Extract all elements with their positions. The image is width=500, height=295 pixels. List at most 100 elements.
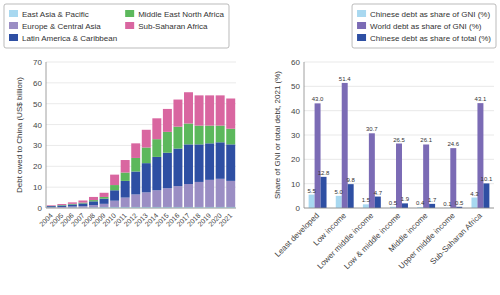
bar	[471, 198, 477, 208]
data-label: 4.7	[374, 190, 383, 196]
bar-segment	[205, 126, 214, 144]
bar-segment	[152, 139, 161, 157]
legend-label: Sub-Saharan Africa	[138, 22, 208, 31]
legend-label: East Asia & Pacific	[22, 10, 89, 19]
y-axis-label: Share of GNI or total debt, 2021 (%)	[273, 71, 282, 199]
data-label: 1.9	[401, 196, 410, 202]
bar-segment	[89, 205, 98, 207]
bar-segment	[110, 201, 119, 207]
legend-swatch	[9, 22, 18, 29]
y-tick-label: 60	[291, 58, 300, 67]
grid-line	[46, 208, 236, 209]
bar-segment	[121, 160, 130, 173]
bar-segment	[152, 157, 161, 190]
bar-segment	[110, 175, 119, 185]
legend-label: Europe & Central Asia	[22, 22, 101, 31]
bar	[375, 197, 381, 208]
y-tick-label: 40	[291, 107, 300, 116]
y-tick-label: 30	[291, 131, 300, 140]
data-label: 12.8	[318, 170, 330, 176]
y-tick-label: 70	[33, 58, 42, 67]
y-tick-label: 20	[33, 162, 42, 171]
bar-segment	[57, 205, 66, 206]
bar	[363, 204, 369, 208]
bar-segment	[226, 144, 235, 181]
data-labels: 5.543.012.85.051.49.81.530.74.70.526.51.…	[307, 76, 492, 207]
bar-segment	[57, 205, 66, 206]
bar	[402, 203, 408, 208]
bar-segment	[78, 200, 87, 202]
data-label: 26.5	[393, 137, 405, 143]
bar-segment	[68, 203, 77, 205]
grid-line	[46, 62, 236, 63]
bars	[309, 83, 490, 208]
bar-segment	[184, 144, 193, 184]
bar-segment	[173, 127, 182, 149]
bar-segment	[47, 206, 56, 207]
grid-line	[304, 86, 494, 87]
bar	[348, 184, 354, 208]
bar-segment	[184, 124, 193, 145]
bar-segment	[152, 190, 161, 207]
y-tick-label: 10	[291, 180, 300, 189]
y-tick-label: 60	[33, 79, 42, 88]
y-tick-label: 40	[33, 121, 42, 130]
bar-segment	[205, 143, 214, 180]
y-tick-label: 50	[291, 82, 300, 91]
bar-segment	[121, 173, 130, 181]
bars	[47, 92, 235, 208]
data-label: 0.1	[443, 201, 452, 207]
bar-segment	[110, 185, 119, 190]
y-axis-line	[46, 62, 47, 208]
bar-segment	[131, 172, 140, 195]
bar	[429, 204, 435, 208]
bar	[309, 195, 315, 208]
legend-swatch	[357, 22, 366, 29]
bar-segment	[173, 149, 182, 187]
bar-segment	[184, 184, 193, 207]
data-label: 26.1	[420, 137, 432, 143]
y-tick-label: 30	[33, 141, 42, 150]
bar-segment	[195, 182, 204, 207]
bar-segment	[78, 203, 87, 206]
grid-line	[46, 82, 236, 83]
figure: 010203040506070Debt owed to China (US$ b…	[0, 0, 500, 295]
x-axis-line	[46, 208, 236, 209]
bar-segment	[163, 153, 172, 188]
data-label: 0.5	[389, 200, 398, 206]
y-axis-label: Debt owed to China (US$ billion)	[15, 77, 24, 193]
legend-swatch	[9, 34, 18, 41]
x-axis: Least developedLow incomeLower middle in…	[273, 208, 494, 271]
bar-segment	[226, 129, 235, 145]
x-tick-label: Least developed	[273, 211, 321, 259]
bar-segment	[163, 188, 172, 207]
bar-segment	[121, 181, 130, 198]
data-label: 9.8	[347, 177, 356, 183]
bar-segment	[163, 109, 172, 132]
bar-segment	[89, 200, 98, 201]
data-label: 43.1	[475, 96, 487, 102]
y-axis-line	[304, 62, 305, 208]
legend-swatch	[357, 34, 366, 41]
bar-segment	[110, 190, 119, 200]
bar-segment	[131, 158, 140, 172]
bar-segment	[47, 205, 56, 206]
bar-segment	[216, 126, 225, 143]
bar-segment	[195, 144, 204, 182]
bar-segment	[47, 205, 56, 207]
bar-segment	[121, 198, 130, 207]
bar-segment	[195, 126, 204, 145]
bar-segment	[57, 204, 66, 205]
bar-segment	[100, 197, 109, 199]
bar-segment	[142, 130, 151, 148]
data-label: 30.7	[366, 126, 378, 132]
legend-label: Chinese debt as share of total (%)	[370, 34, 491, 43]
bar-segment	[68, 202, 77, 203]
y-tick-label: 20	[291, 155, 300, 164]
data-label: 5.0	[335, 189, 344, 195]
bar-segment	[142, 192, 151, 207]
grid-line	[304, 208, 494, 209]
y-tick-label: 10	[33, 183, 42, 192]
legend-swatch	[125, 22, 134, 29]
legend-swatch	[357, 10, 366, 17]
